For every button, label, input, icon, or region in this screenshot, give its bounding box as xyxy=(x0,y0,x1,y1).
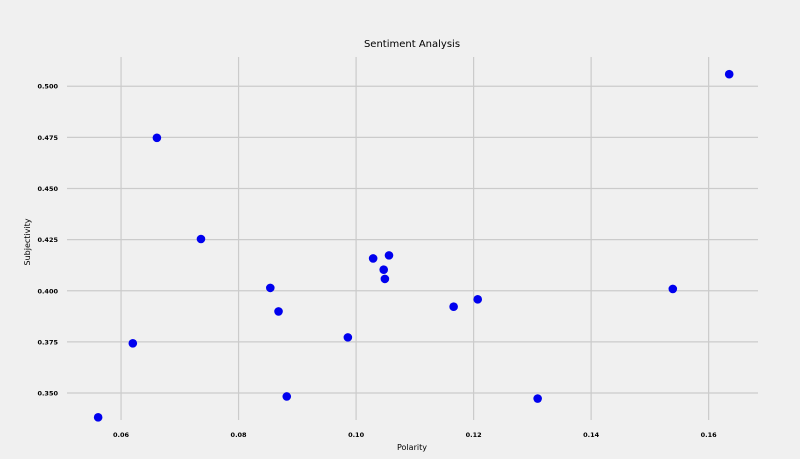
scatter-point xyxy=(266,283,275,293)
scatter-point xyxy=(128,339,138,348)
x-tick-label: 0.08 xyxy=(231,431,248,439)
scatter-point xyxy=(379,265,389,274)
x-axis-label: Polarity xyxy=(397,443,427,452)
scatter-point xyxy=(274,307,283,316)
x-tick-label: 0.16 xyxy=(701,431,718,439)
x-tick-label: 0.14 xyxy=(583,431,600,439)
y-axis-ticks: 0.350 0.375 0.400 0.425 0.450 0.475 0.500 xyxy=(37,83,58,398)
scatter-point xyxy=(380,274,390,284)
y-tick-label: 0.475 xyxy=(37,134,58,142)
y-tick-label: 0.425 xyxy=(37,236,58,244)
scatter-point xyxy=(196,234,206,244)
scatter-point xyxy=(473,295,483,304)
scatter-point xyxy=(282,392,292,401)
scatter-point xyxy=(368,254,378,263)
y-axis-label: Subjectivity xyxy=(23,218,32,265)
scatter-point xyxy=(384,251,394,260)
x-tick-label: 0.06 xyxy=(113,431,130,439)
y-tick-label: 0.450 xyxy=(37,185,58,193)
x-tick-label: 0.10 xyxy=(348,431,365,439)
scatter-point xyxy=(533,394,542,403)
y-tick-label: 0.350 xyxy=(37,390,58,398)
y-tick-label: 0.500 xyxy=(37,83,58,91)
data-points xyxy=(93,69,734,422)
scatter-point xyxy=(93,413,103,422)
scatter-point xyxy=(152,133,162,143)
scatter-point xyxy=(449,302,458,312)
chart-title: Sentiment Analysis xyxy=(364,39,460,50)
x-tick-label: 0.12 xyxy=(466,431,482,439)
x-axis-ticks: 0.06 0.08 0.10 0.12 0.14 0.16 xyxy=(113,431,717,439)
y-tick-label: 0.375 xyxy=(37,338,58,346)
scatter-point xyxy=(343,333,353,342)
y-tick-label: 0.400 xyxy=(37,287,58,295)
scatter-point xyxy=(724,69,734,79)
grid xyxy=(67,57,758,420)
scatter-point xyxy=(668,284,678,294)
